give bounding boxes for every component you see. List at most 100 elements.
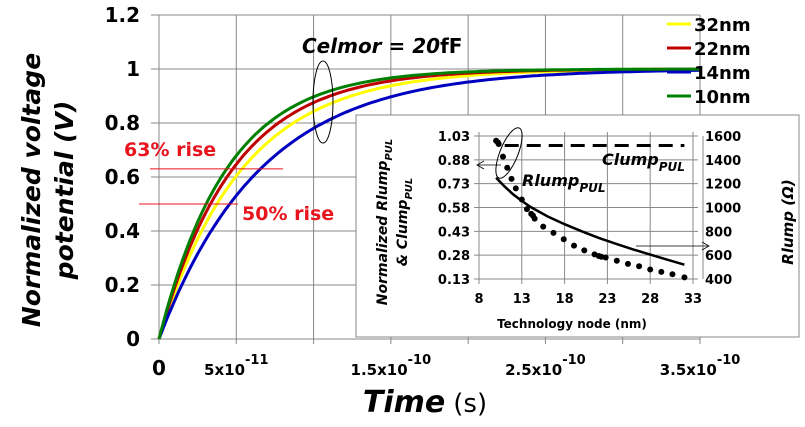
celmor-label: Celmor = 20fF — [302, 34, 462, 58]
rlump-pul-point — [540, 223, 547, 230]
inset-right-tick-label: 1600 — [705, 130, 741, 145]
main-x-tick-label: 2.5x10-10 — [505, 353, 586, 379]
inset-yl-sub1: PUL — [384, 139, 395, 161]
x-label-unit: (s) — [453, 389, 487, 419]
main-x-tick-label: 5x10-11 — [204, 353, 268, 379]
inset-right-tick-label: 400 — [705, 273, 732, 288]
inset-right-y-label: Rlump (Ω) — [779, 179, 797, 264]
legend-label-14nm: 14nm — [694, 63, 751, 84]
rlump-sub: PUL — [579, 181, 605, 195]
main-y-tick-label: 1.2 — [105, 3, 140, 27]
inset-series — [493, 137, 688, 281]
main-y-tick-label: 1 — [126, 57, 140, 81]
inset-x-tick-label: 18 — [556, 292, 574, 307]
main-x-tick-label: 0 — [152, 356, 166, 380]
inset-clump-label: ClumpPUL — [602, 150, 685, 174]
inset-left-tick-label: 0.73 — [438, 178, 470, 193]
rlump-pul-point — [571, 242, 578, 249]
legend: 32nm 22nm 14nm 10nm — [667, 15, 751, 108]
rlump-pul-point — [523, 206, 530, 213]
inset-grid — [474, 132, 704, 284]
legend-label-32nm: 32nm — [694, 15, 751, 36]
celmor-unit: fF — [440, 34, 462, 58]
inset-x-tick-label: 13 — [513, 292, 531, 307]
rlump-pul-point — [624, 260, 631, 267]
inset-left-ticks: 0.13 0.28 0.43 0.58 0.73 0.88 1.03 — [438, 130, 470, 288]
rlump-pul-point — [512, 185, 519, 192]
rlump-pul-point — [581, 247, 588, 254]
celmor-ellipse — [312, 60, 334, 144]
rlump-ohm-line — [495, 176, 685, 266]
inset-right-tick-label: 600 — [705, 249, 732, 264]
inset-right-ticks: 400 600 800 1000 1200 1400 1600 — [705, 130, 741, 288]
rlump-pul-point — [602, 254, 609, 261]
legend-label-10nm: 10nm — [694, 87, 751, 108]
inset-x-ticks: 8 13 18 23 28 33 — [474, 292, 702, 307]
inset-left-arrowhead — [476, 160, 485, 170]
inset-x-tick-label: 33 — [684, 292, 702, 307]
svg-text:Normalized RlumpPUL: Normalized RlumpPUL — [375, 139, 395, 305]
y-label-line1: Normalized voltage — [17, 53, 46, 327]
rlump-text: Rlump — [522, 171, 579, 190]
inset-yr-text: Rlump (Ω) — [779, 179, 797, 264]
rlump-pul-point — [550, 229, 557, 236]
y-label-line2: potential (V) — [50, 101, 79, 281]
inset-frame — [355, 114, 800, 338]
rlump-pul-point — [669, 271, 676, 278]
inset-rlump-label: RlumpPUL — [522, 171, 606, 195]
rlump-pul-point — [560, 236, 567, 243]
rlump-pul-point — [504, 164, 511, 171]
rlump-pul-point — [636, 263, 643, 270]
main-y-tick-label: 0 — [126, 327, 140, 351]
main-series — [157, 67, 701, 340]
inset-right-tick-label: 1200 — [705, 178, 741, 193]
inset-left-y-label: Normalized RlumpPUL & ClumpPUL — [375, 139, 415, 305]
inset-x-tick-label: 8 — [474, 292, 483, 307]
inset-x-tick-label: 23 — [598, 292, 616, 307]
rlump-pul-point — [647, 266, 654, 273]
inset-left-tick-label: 1.03 — [438, 130, 470, 145]
celmor-text: Celmor = 20 — [302, 34, 440, 58]
legend-label-22nm: 22nm — [694, 39, 751, 60]
main-y-ticks: 0 0.2 0.4 0.6 0.8 1 1.2 — [105, 3, 140, 351]
inset-right-arrowhead — [701, 241, 710, 251]
x-label-text: Time — [363, 385, 445, 420]
inset-right-tick-label: 800 — [705, 225, 732, 240]
inset-left-tick-label: 0.28 — [438, 249, 470, 264]
inset-x-label: Technology node (nm) — [497, 317, 647, 331]
main-x-ticks: 0 5x10-11 1.5x10-10 2.5x10-10 3.5x10-10 — [152, 353, 740, 380]
inset-yl-line1: Normalized Rlump — [375, 161, 391, 306]
inset-left-tick-label: 0.88 — [438, 154, 470, 169]
rise-63-label: 63% rise — [124, 139, 216, 161]
rlump-pul-point — [613, 257, 620, 264]
series-line-14nm — [157, 68, 701, 340]
clump-sub: PUL — [659, 160, 685, 174]
main-y-label: Normalized voltage potential (V) — [17, 53, 79, 327]
rlump-pul-point — [531, 215, 538, 222]
svg-text:& ClumpPUL: & ClumpPUL — [395, 178, 415, 267]
rlump-pul-point — [499, 153, 506, 160]
inset-left-tick-label: 0.13 — [438, 273, 470, 288]
rlump-pul-point — [495, 140, 502, 147]
inset-left-tick-label: 0.43 — [438, 225, 470, 240]
rlump-pul-point — [681, 274, 688, 281]
inset-right-tick-label: 1000 — [705, 202, 741, 217]
rise-50-label: 50% rise — [242, 203, 334, 225]
inset-x-tick-label: 28 — [641, 292, 659, 307]
inset-rlump-ellipse — [495, 127, 523, 179]
clump-text: Clump — [602, 150, 659, 169]
main-y-tick-label: 0.8 — [105, 111, 140, 135]
main-x-label: Time (s) — [363, 385, 487, 420]
inset-right-tick-label: 1400 — [705, 154, 741, 169]
series-line-10nm — [157, 67, 700, 340]
rlump-pul-point — [508, 175, 515, 182]
inset-left-tick-label: 0.58 — [438, 202, 470, 217]
inset-yl-sub2: PUL — [404, 178, 415, 200]
main-y-tick-label: 0.2 — [105, 273, 140, 297]
main-x-tick-label: 1.5x10-10 — [351, 353, 432, 379]
main-y-tick-label: 0.6 — [105, 165, 140, 189]
rlump-pul-point — [658, 268, 665, 275]
inset-yl-line2: & Clump — [395, 200, 411, 267]
main-y-tick-label: 0.4 — [105, 219, 140, 243]
